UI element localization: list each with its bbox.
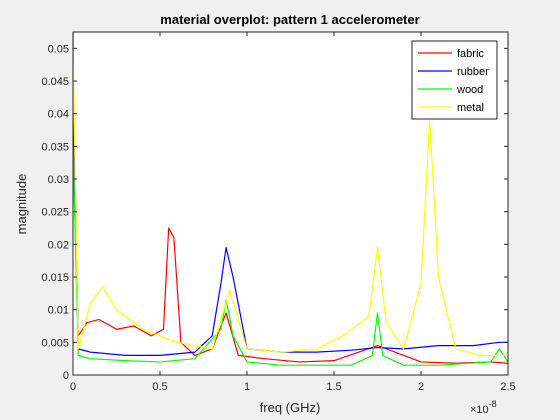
series-layer <box>73 32 508 366</box>
y-tick-label: 0.025 <box>41 207 69 219</box>
y-axis: 0 0.005 0.01 0.015 0.02 0.025 0.03 0.035 0.04 0.0… <box>41 43 508 382</box>
x-exponent-power: -8 <box>489 399 497 409</box>
x-tick-label: 0.5 <box>152 381 167 393</box>
x-tick-label: 2.5 <box>500 381 515 393</box>
chart-title: material overplot: pattern 1 acceleromet… <box>160 12 419 27</box>
legend-label-rubber: rubber <box>457 66 489 78</box>
legend-box <box>411 40 498 120</box>
x-tick-label: 2 <box>418 381 424 393</box>
series-line-metal <box>73 32 508 356</box>
legend: fabric rubber wood metal <box>411 40 498 120</box>
x-axis-label: freq (GHz) <box>260 400 321 415</box>
x-tick-label: 1.5 <box>326 381 341 393</box>
axes-box <box>72 31 509 376</box>
series-line-rubber <box>73 32 508 356</box>
y-tick-label: 0 <box>63 370 69 382</box>
y-tick-label: 0.045 <box>41 76 69 88</box>
y-axis-label: magnitude <box>14 174 29 235</box>
x-axis: 0 0.5 1 1.5 2 2.5 <box>70 32 516 393</box>
y-tick-label: 0.005 <box>41 337 69 349</box>
legend-label-fabric: fabric <box>457 48 484 60</box>
y-tick-label: 0.02 <box>48 239 69 251</box>
y-tick-label: 0.03 <box>48 174 69 186</box>
x-tick-label: 1 <box>244 381 250 393</box>
series-line-wood <box>73 32 508 366</box>
y-tick-label: 0.05 <box>48 43 69 55</box>
x-exponent: ×10-8 <box>470 399 497 416</box>
y-tick-label: 0.01 <box>48 305 69 317</box>
x-tick-label: 0 <box>70 381 76 393</box>
y-tick-label: 0.015 <box>41 272 69 284</box>
legend-label-wood: wood <box>456 84 483 96</box>
y-tick-label: 0.04 <box>48 109 69 121</box>
y-tick-label: 0.035 <box>41 141 69 153</box>
legend-label-metal: metal <box>457 102 484 114</box>
